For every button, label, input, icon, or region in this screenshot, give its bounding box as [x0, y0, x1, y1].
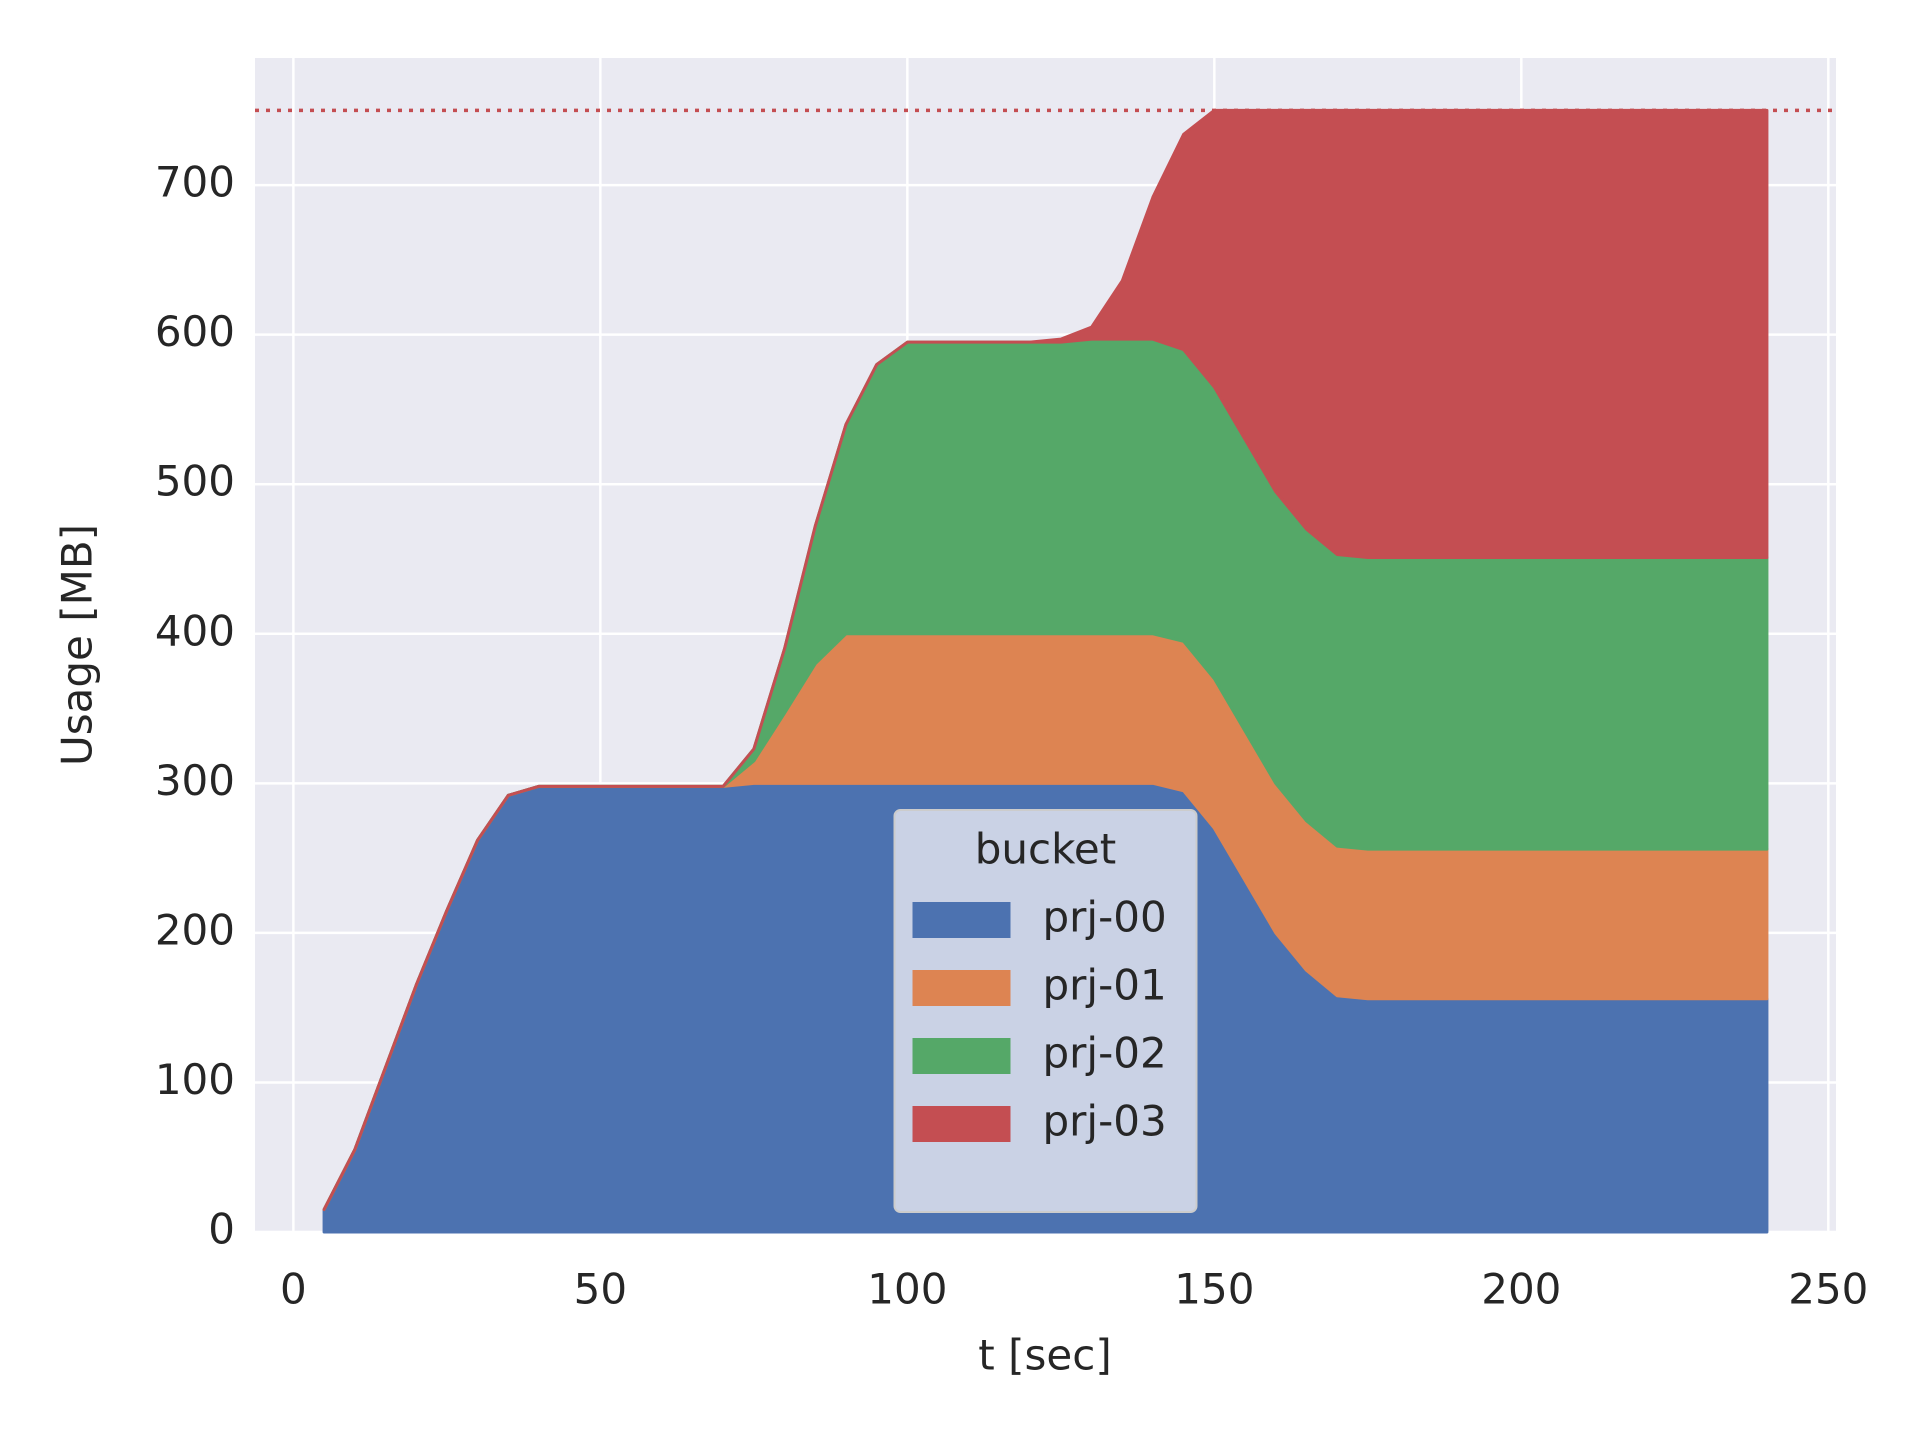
legend-label: prj-03 [1043, 1097, 1167, 1146]
y-tick-label: 200 [155, 905, 235, 954]
legend-title: bucket [975, 825, 1117, 874]
legend-label: prj-01 [1043, 961, 1167, 1010]
y-tick-label: 0 [208, 1205, 235, 1254]
y-tick-label: 600 [155, 307, 235, 356]
legend-swatch [912, 1106, 1011, 1142]
x-tick-label: 50 [574, 1265, 627, 1314]
legend-swatch [912, 1038, 1011, 1074]
legend-label: prj-00 [1043, 893, 1167, 942]
legend-swatch [912, 902, 1011, 938]
area [322, 108, 1769, 1212]
x-tick-label: 250 [1788, 1265, 1868, 1314]
y-axis-label: Usage [MB] [53, 524, 102, 766]
x-tick-label: 100 [867, 1265, 947, 1314]
x-axis-label: t [sec] [978, 1331, 1111, 1380]
y-tick-label: 400 [155, 606, 235, 655]
x-tick-label: 150 [1174, 1265, 1254, 1314]
y-tick-label: 500 [155, 457, 235, 506]
legend-swatch [912, 970, 1011, 1006]
y-tick-label: 100 [155, 1055, 235, 1104]
y-tick-label: 700 [155, 158, 235, 207]
y-tick-label: 300 [155, 756, 235, 805]
x-tick-label: 0 [280, 1265, 307, 1314]
x-tick-label: 200 [1481, 1265, 1561, 1314]
legend-label: prj-02 [1043, 1029, 1167, 1078]
